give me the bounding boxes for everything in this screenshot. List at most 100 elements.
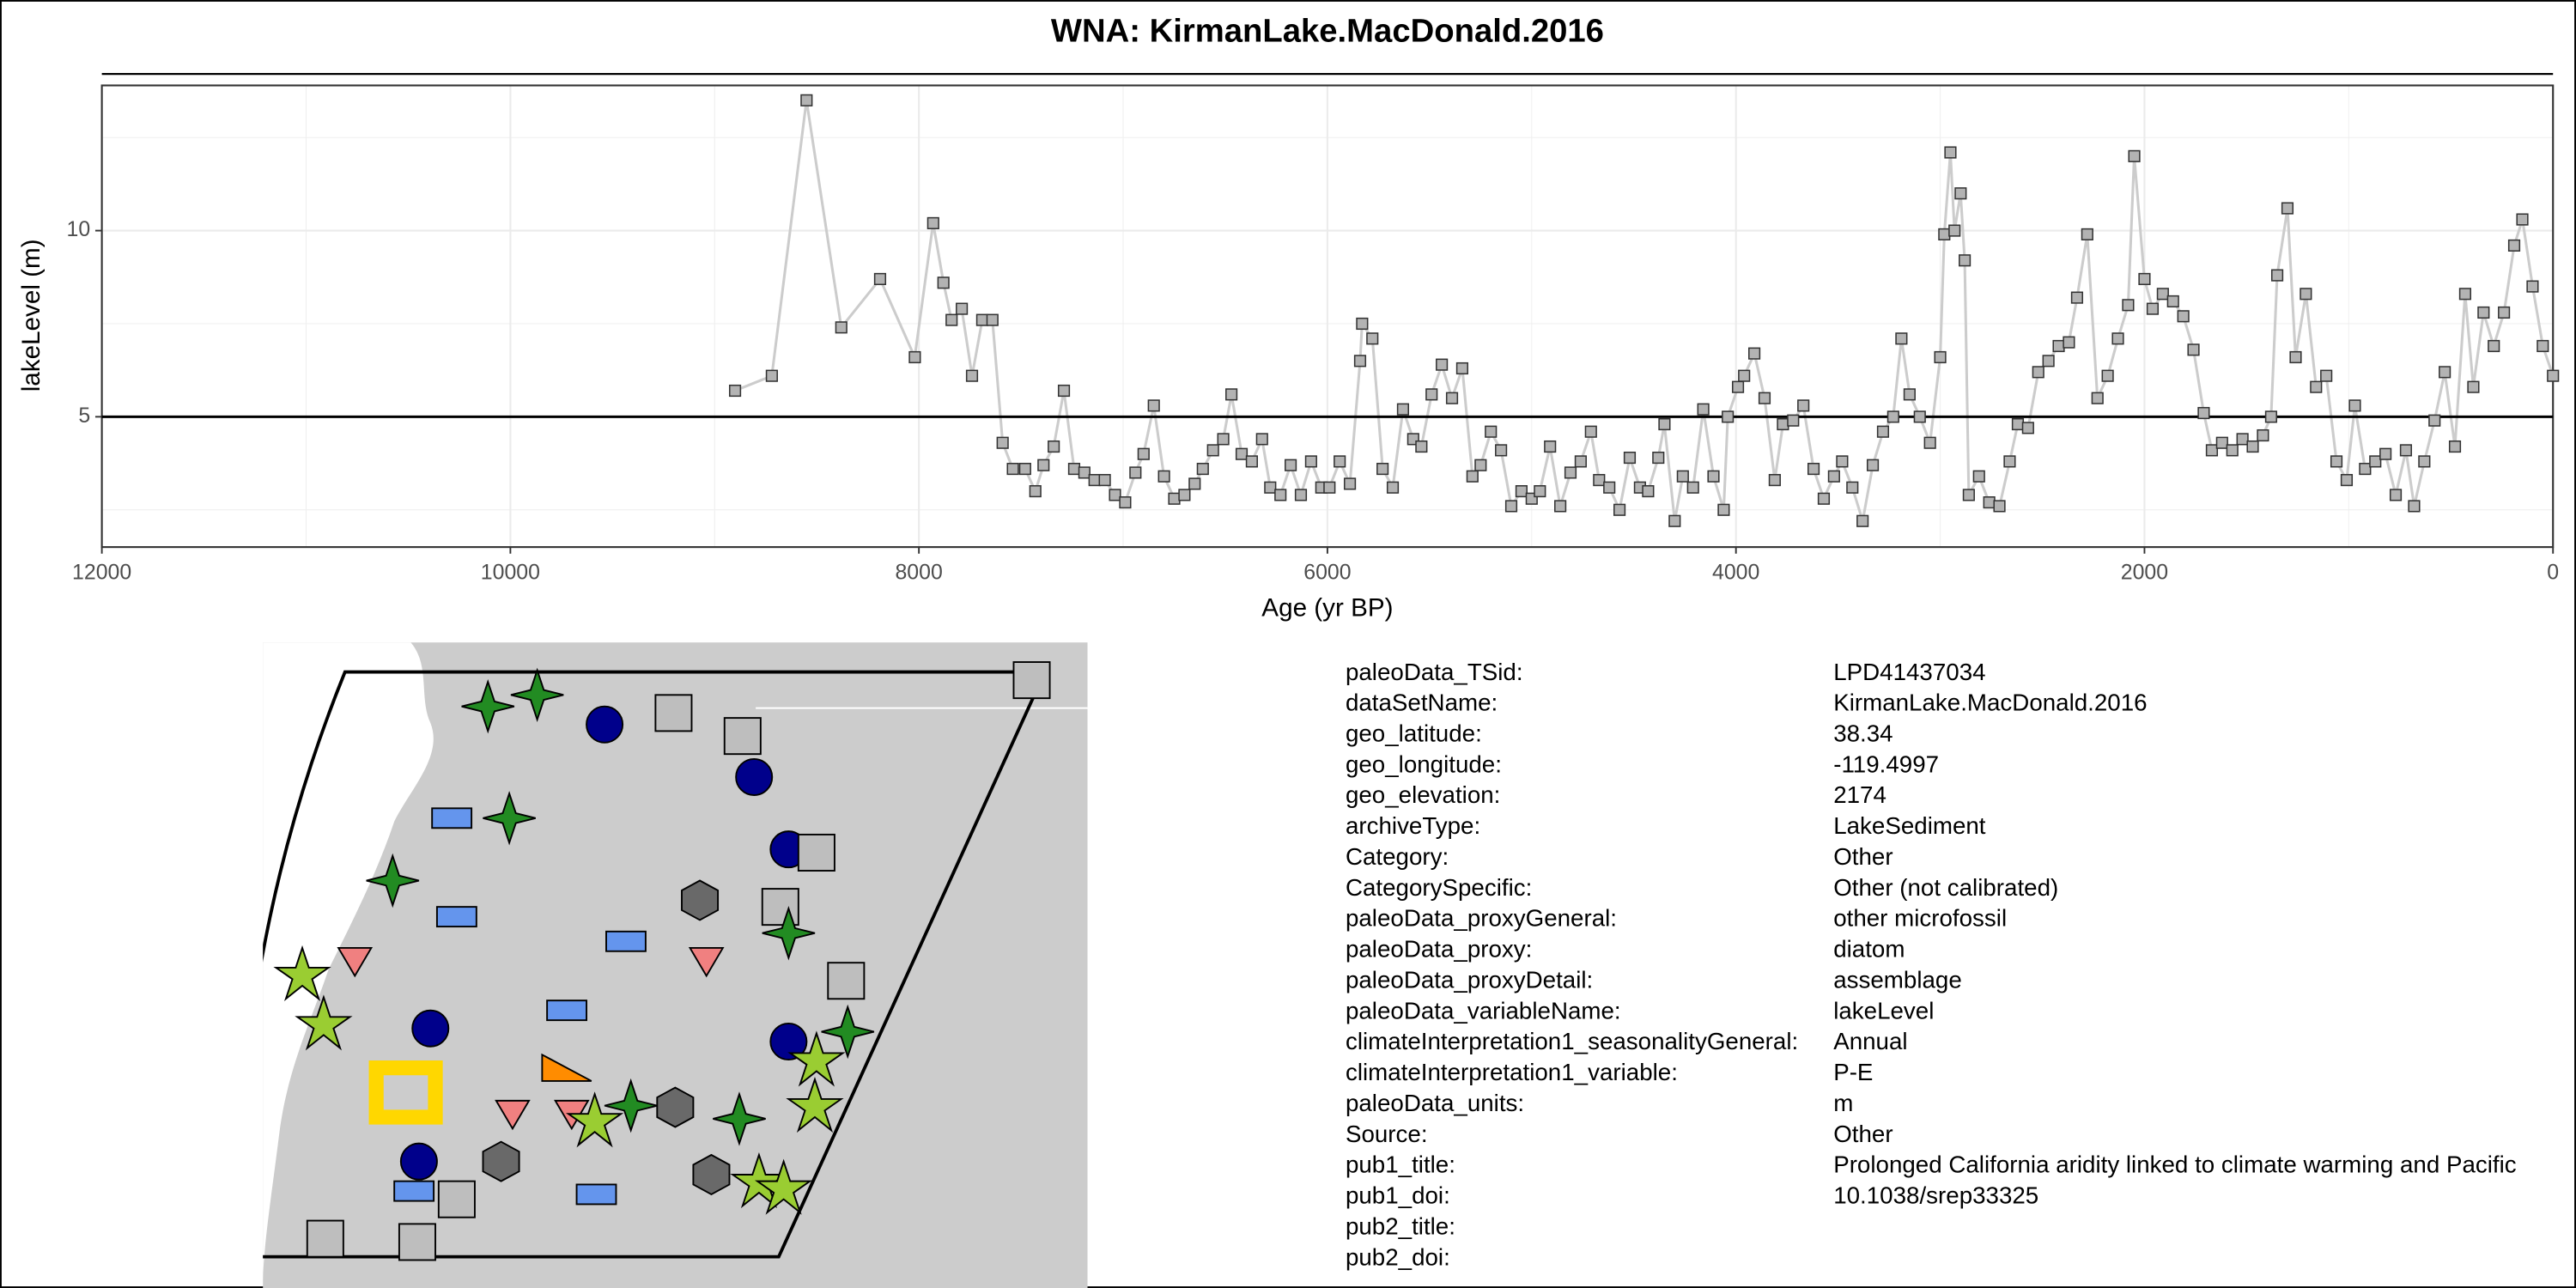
data-point: [1534, 485, 1546, 498]
x-tick-label: 4000: [1712, 560, 1759, 584]
data-point: [2399, 444, 2413, 457]
data-point: [765, 369, 778, 382]
data-point: [956, 302, 969, 315]
data-point: [2146, 302, 2160, 315]
data-point: [2011, 417, 2025, 431]
metadata-value: LakeSediment: [1833, 812, 1986, 839]
y-tick-label: 10: [67, 217, 91, 241]
metadata-key: climateInterpretation1_seasonalityGenera…: [1346, 1028, 1798, 1054]
data-point: [1274, 489, 1287, 501]
data-point: [1078, 466, 1091, 479]
data-point: [1866, 459, 1880, 471]
data-point: [1067, 462, 1081, 476]
data-point: [1923, 436, 1936, 449]
data-point: [1495, 444, 1508, 457]
data-point: [1913, 410, 1926, 423]
plot-border: [100, 84, 2555, 549]
metadata-value: 2174: [1833, 781, 1886, 808]
metadata-value: -119.4997: [1833, 750, 1939, 777]
data-point: [1129, 466, 1142, 479]
metadata-value: m: [1833, 1090, 1853, 1116]
metadata-key: Source:: [1346, 1121, 1428, 1147]
data-point: [800, 94, 813, 106]
y-tick-label: 5: [78, 404, 90, 428]
data-point: [1934, 350, 1947, 364]
data-point: [2156, 288, 2169, 301]
data-point: [2101, 369, 2114, 382]
data-point: [1264, 481, 1277, 494]
metadata-value: assemblage: [1833, 967, 1962, 993]
data-point: [1668, 514, 1681, 527]
data-point: [1048, 440, 1060, 453]
data-point: [2320, 369, 2333, 382]
metadata-value: other microfossil: [1833, 905, 2007, 932]
x-tick-label: 8000: [895, 560, 942, 584]
x-tick-label: 0: [2547, 560, 2559, 584]
metadata-key: dataSetName:: [1346, 690, 1498, 716]
data-point: [2197, 406, 2210, 420]
data-point: [1658, 417, 1671, 431]
data-point: [1962, 489, 1975, 501]
metadata-key: CategorySpecific:: [1346, 874, 1532, 901]
data-point: [1466, 470, 1479, 483]
data-point: [1366, 332, 1379, 345]
data-point: [1217, 433, 1230, 446]
data-point: [2477, 306, 2490, 319]
x-axis-title: Age (yr BP): [1261, 594, 1393, 623]
data-point: [1707, 470, 1720, 483]
data-point: [2418, 455, 2431, 468]
data-point: [1846, 481, 1859, 494]
data-point: [1334, 455, 1346, 468]
data-point: [2340, 473, 2354, 487]
data-point: [1623, 451, 1637, 465]
data-point: [2021, 422, 2034, 434]
data-point: [996, 436, 1009, 449]
data-point: [2122, 299, 2135, 312]
data-point: [2091, 392, 2104, 404]
data-point: [873, 272, 887, 286]
data-point: [2330, 455, 2343, 468]
data-point: [1245, 455, 1258, 468]
map-extent: [263, 670, 1048, 1259]
metadata-value: Annual: [1833, 1028, 1907, 1054]
metadata-key: climateInterpretation1_variable:: [1346, 1059, 1678, 1085]
data-point: [1137, 447, 1150, 460]
data-point: [1037, 459, 1050, 471]
data-point: [1396, 403, 1410, 416]
data-point: [2236, 433, 2249, 446]
x-tick-label: 12000: [72, 560, 131, 584]
metadata-key: paleoData_variableName:: [1346, 997, 1621, 1024]
site-map: [263, 642, 1088, 1288]
data-point: [2310, 380, 2323, 393]
data-point: [2547, 369, 2560, 382]
data-point: [1603, 481, 1616, 494]
data-point: [2070, 291, 2084, 304]
data-point: [1225, 388, 1238, 401]
data-point: [1304, 455, 1317, 468]
data-point: [2205, 444, 2219, 457]
data-point: [2289, 350, 2302, 364]
data-point: [1959, 254, 1971, 267]
data-point: [1415, 440, 1428, 453]
data-point: [1948, 224, 1961, 237]
data-point: [1954, 187, 1967, 200]
data-point: [1817, 492, 1831, 505]
data-point: [1057, 384, 1071, 398]
data-point: [1584, 425, 1597, 438]
data-point: [2348, 399, 2361, 412]
metadata-key: pub1_doi:: [1346, 1182, 1450, 1209]
data-point: [1344, 477, 1357, 490]
data-point: [2458, 288, 2472, 301]
data-point: [1944, 146, 1957, 159]
data-point: [1206, 444, 1219, 457]
data-point: [2369, 455, 2382, 468]
data-point: [1564, 466, 1577, 479]
metadata-key: geo_longitude:: [1346, 750, 1502, 777]
data-point: [1356, 317, 1369, 331]
data-point: [2507, 239, 2521, 252]
data-point: [2526, 280, 2539, 293]
data-point: [1425, 388, 1438, 401]
data-point: [2537, 339, 2549, 353]
data-point: [1886, 410, 1899, 423]
